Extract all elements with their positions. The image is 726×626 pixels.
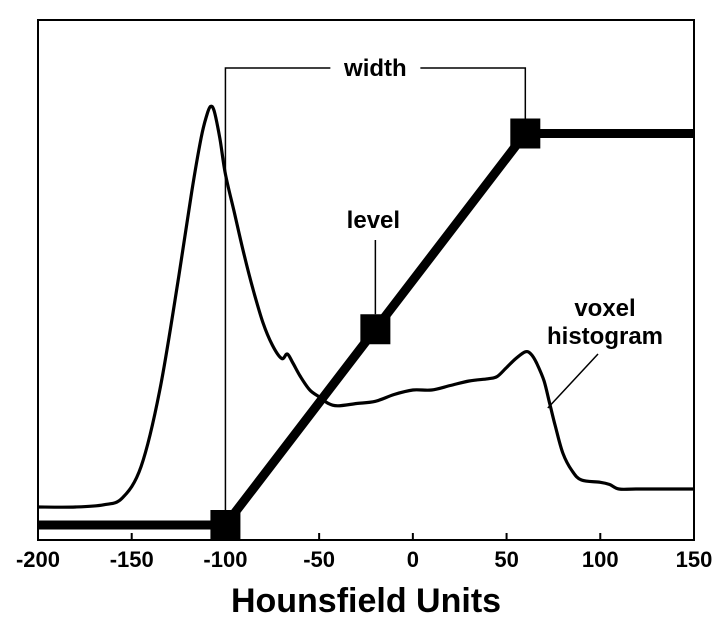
x-tick-label: -50 [303, 547, 335, 572]
width-bracket [224, 67, 527, 525]
x-axis-label: Hounsfield Units [231, 582, 501, 620]
width-label: width [343, 55, 407, 82]
window-markers [210, 118, 541, 540]
x-tick-label: 0 [407, 547, 419, 572]
x-tick-label: 150 [676, 547, 713, 572]
x-tick-label: -100 [203, 547, 247, 572]
x-axis-ticks [130, 533, 602, 540]
histogram-label-line2: histogram [547, 323, 663, 350]
histogram-pointer [547, 353, 599, 409]
x-tick-label: 50 [494, 547, 518, 572]
window-marker [510, 118, 541, 149]
x-tick-label: 100 [582, 547, 619, 572]
x-tick-label: -200 [16, 547, 60, 572]
voxel-histogram-line [37, 104, 694, 509]
x-tick-label: -150 [110, 547, 154, 572]
level-label: level [347, 207, 400, 234]
histogram-label-line1: voxel [574, 295, 635, 322]
annotations: width level voxel histogram [224, 55, 663, 525]
window-marker [360, 314, 391, 345]
plot-frame [37, 19, 695, 541]
x-axis-tick-labels: -200 -150 -100 -50 0 50 100 150 [16, 547, 712, 572]
